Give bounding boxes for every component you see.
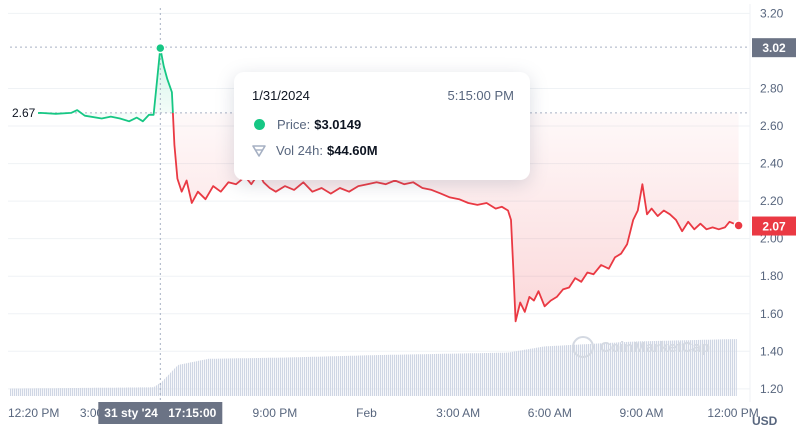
last-price-badge [752,216,796,236]
y-axis: 3.202.802.602.402.202.001.801.601.401.20 [760,6,784,395]
y-tick-label: 3.20 [760,6,784,20]
volume-bars [10,339,737,396]
hover-point-marker [155,42,166,54]
y-tick-label: 2.60 [760,119,784,133]
last-point-marker [733,220,744,231]
x-tick-label: 9:00 PM [253,406,298,420]
x-tick-label: 12:00 PM [707,406,758,420]
hover-price-label: 3.02 [762,41,786,55]
crosshair-date-badge [98,402,223,424]
tooltip-vol-key: Vol 24h: [276,143,323,158]
reference-price-label: 2.67 [12,106,36,120]
y-tick-label: 2.40 [760,157,784,171]
watermark: CoinMarketCap [572,336,710,358]
x-tick-label: 3:00 [80,406,104,420]
y-tick-label: 2.20 [760,194,784,208]
x-tick-label: 12:20 PM [8,406,59,420]
x-tick-label: 6:00 AM [528,406,572,420]
volume-area [10,339,737,396]
reference-label-bg [8,104,38,121]
tooltip-vol-value: $44.60M [327,143,378,158]
y-tick-label: 2.80 [760,81,784,95]
tooltip-price-key: Price: [277,117,311,132]
watermark-text: CoinMarketCap [600,338,711,356]
y-tick-label: 1.60 [760,307,784,321]
currency-label: USD [752,414,778,428]
last-price-label: 2.07 [762,220,786,234]
crosshair-time-label: 17:15:00 [168,406,216,420]
price-line-up [9,47,174,123]
tooltip-date: 1/31/2024 [252,88,310,103]
x-tick-label: 3:00 AM [436,406,480,420]
y-tick-label: 1.20 [760,382,784,396]
crosshair-date-label: 31 sty '24 [104,406,158,420]
x-tick-label: Feb [356,406,377,420]
price-dot-icon [254,119,265,130]
x-axis: 12:20 PM 3:00 9:00 PM Feb 3:00 AM 6:00 AM 9:00… [8,406,759,420]
tooltip-time: 5:15:00 PM [447,88,515,103]
volume-icon [252,144,266,157]
y-tick-label: 1.80 [760,269,784,283]
hover-tooltip: 1/31/2024 5:15:00 PM Price: $3.0149 Vol … [234,72,530,180]
coinmarketcap-logo-icon [572,336,594,358]
hover-price-badge [752,38,796,58]
markers: 31 sty '24 17:15:00 2.67 3.02 2.07 [8,38,796,424]
tooltip-price-value: $3.0149 [314,117,362,132]
x-tick-label: 9:00 AM [619,406,663,420]
y-tick-label: 1.40 [760,344,784,358]
